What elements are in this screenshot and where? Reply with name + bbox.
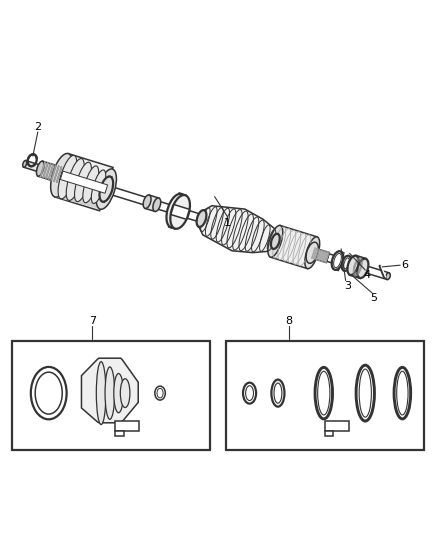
Polygon shape: [324, 252, 328, 262]
Bar: [12, 341, 210, 450]
Ellipse shape: [96, 169, 117, 209]
Polygon shape: [362, 265, 389, 279]
Ellipse shape: [96, 362, 106, 425]
Ellipse shape: [143, 195, 151, 208]
Ellipse shape: [105, 367, 115, 419]
Bar: [115, 431, 124, 436]
Polygon shape: [325, 252, 329, 263]
Polygon shape: [24, 160, 41, 172]
Ellipse shape: [394, 367, 411, 419]
Polygon shape: [55, 154, 113, 211]
Polygon shape: [171, 205, 190, 220]
Polygon shape: [322, 251, 326, 262]
Polygon shape: [270, 225, 317, 269]
Polygon shape: [55, 191, 102, 209]
Polygon shape: [313, 248, 317, 259]
Ellipse shape: [166, 194, 186, 228]
Ellipse shape: [114, 374, 124, 413]
Polygon shape: [314, 248, 318, 260]
Polygon shape: [350, 256, 366, 278]
Polygon shape: [81, 358, 138, 423]
Ellipse shape: [51, 154, 73, 197]
Polygon shape: [316, 249, 320, 260]
Ellipse shape: [92, 170, 106, 204]
Ellipse shape: [58, 168, 65, 183]
Ellipse shape: [347, 256, 359, 275]
Text: 4: 4: [364, 270, 371, 280]
Polygon shape: [311, 247, 315, 259]
Polygon shape: [145, 195, 159, 212]
Bar: [115, 422, 139, 431]
Ellipse shape: [66, 158, 84, 200]
Ellipse shape: [35, 372, 62, 414]
Polygon shape: [327, 254, 337, 264]
Bar: [325, 431, 333, 436]
Polygon shape: [107, 186, 173, 213]
Text: 8: 8: [285, 316, 293, 326]
Text: 3: 3: [344, 281, 351, 291]
Ellipse shape: [318, 372, 330, 415]
Bar: [325, 422, 349, 431]
Ellipse shape: [342, 256, 351, 271]
Ellipse shape: [99, 176, 113, 202]
Ellipse shape: [83, 166, 99, 203]
Ellipse shape: [359, 369, 371, 417]
Ellipse shape: [344, 258, 349, 269]
Ellipse shape: [334, 253, 341, 268]
Ellipse shape: [356, 365, 374, 421]
Polygon shape: [333, 251, 344, 271]
Polygon shape: [42, 162, 49, 179]
Ellipse shape: [357, 259, 368, 278]
Ellipse shape: [23, 160, 27, 167]
Text: 5: 5: [371, 293, 378, 303]
Ellipse shape: [36, 161, 44, 176]
Polygon shape: [187, 211, 201, 222]
Ellipse shape: [170, 195, 190, 229]
Ellipse shape: [332, 251, 343, 270]
Polygon shape: [45, 163, 51, 179]
Ellipse shape: [197, 210, 206, 227]
Polygon shape: [59, 167, 65, 183]
Ellipse shape: [386, 273, 390, 279]
Ellipse shape: [31, 367, 67, 419]
Polygon shape: [311, 248, 329, 263]
Ellipse shape: [74, 162, 92, 201]
Bar: [226, 341, 424, 450]
Ellipse shape: [120, 379, 130, 408]
Ellipse shape: [272, 379, 285, 407]
Polygon shape: [48, 164, 54, 180]
Polygon shape: [102, 176, 112, 202]
Polygon shape: [169, 193, 185, 229]
Ellipse shape: [58, 155, 77, 199]
Polygon shape: [53, 166, 60, 182]
Polygon shape: [318, 249, 321, 261]
Text: 1: 1: [224, 218, 231, 228]
Ellipse shape: [153, 198, 161, 212]
Ellipse shape: [268, 225, 283, 257]
Ellipse shape: [315, 367, 332, 419]
Ellipse shape: [155, 386, 165, 400]
Polygon shape: [60, 171, 108, 193]
Polygon shape: [56, 166, 62, 183]
Text: 6: 6: [401, 260, 408, 270]
Ellipse shape: [246, 386, 254, 400]
Polygon shape: [40, 161, 46, 177]
Ellipse shape: [305, 237, 320, 269]
Polygon shape: [38, 161, 64, 183]
Text: 2: 2: [34, 122, 41, 132]
Polygon shape: [321, 251, 325, 262]
Ellipse shape: [157, 389, 163, 398]
Ellipse shape: [306, 242, 318, 263]
Ellipse shape: [397, 372, 408, 415]
Text: 7: 7: [89, 316, 96, 326]
Polygon shape: [319, 250, 323, 261]
Ellipse shape: [243, 383, 256, 403]
Polygon shape: [198, 206, 279, 253]
Ellipse shape: [274, 383, 282, 403]
Ellipse shape: [271, 234, 280, 249]
Polygon shape: [51, 165, 57, 181]
